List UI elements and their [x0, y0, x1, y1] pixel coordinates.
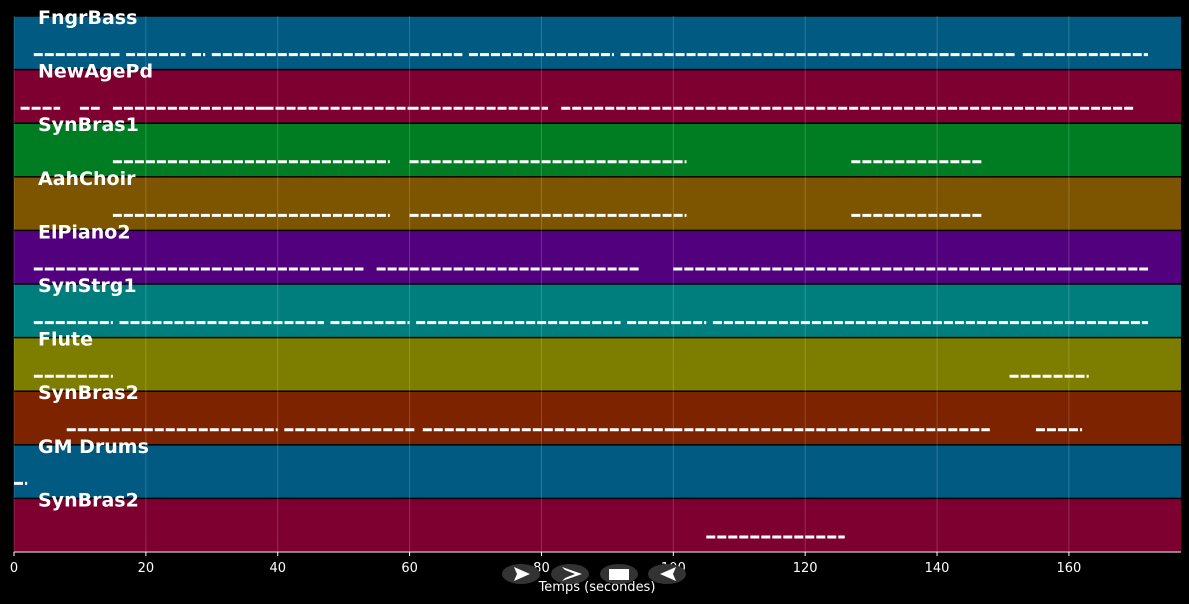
x-tick-label: 40	[269, 561, 286, 576]
tracks-layer	[14, 16, 1181, 552]
track-lane	[14, 445, 1181, 498]
x-tick-label: 120	[793, 561, 818, 576]
track-label: ElPiano2	[38, 221, 131, 243]
back-icon	[660, 567, 676, 581]
x-axis: 020406080100120140160	[10, 551, 1181, 576]
track-label: GM Drums	[38, 436, 149, 458]
grid-layer	[13, 16, 1070, 552]
play-icon	[562, 567, 582, 581]
x-tick-label: 160	[1057, 561, 1082, 576]
track-lane	[14, 231, 1181, 284]
track-label: FngrBass	[38, 7, 137, 29]
stop-button[interactable]	[600, 564, 638, 584]
track-lane	[14, 338, 1181, 391]
x-axis-label: Temps (secondes)	[538, 580, 656, 595]
rewind-icon	[514, 567, 530, 581]
track-label: SynStrg1	[38, 275, 137, 297]
track-label: AahChoir	[38, 168, 136, 190]
x-tick-label: 0	[10, 561, 18, 576]
transport-controls	[502, 564, 686, 584]
track-lane	[14, 123, 1181, 177]
back-button[interactable]	[648, 564, 686, 584]
track-lane	[14, 177, 1181, 230]
stop-icon	[609, 569, 629, 580]
x-tick-label: 20	[138, 561, 155, 576]
track-lane	[14, 70, 1181, 123]
track-lane	[14, 391, 1181, 445]
track-label: SynBras2	[38, 489, 139, 511]
track-label: SynBras1	[38, 114, 139, 136]
x-tick-label: 60	[401, 561, 418, 576]
notes-layer	[14, 53, 1149, 539]
track-lane	[14, 499, 1181, 552]
track-label: Flute	[38, 329, 93, 351]
track-labels-layer: FngrBass NewAgePd SynBras1 AahChoir ElPiano2…	[38, 7, 153, 511]
play-button[interactable]	[551, 564, 589, 584]
track-label: SynBras2	[38, 382, 139, 404]
track-lane	[14, 284, 1181, 337]
track-lane	[14, 16, 1181, 69]
rewind-button[interactable]	[502, 564, 540, 584]
track-label: NewAgePd	[38, 61, 153, 83]
x-tick-label: 140	[925, 561, 950, 576]
